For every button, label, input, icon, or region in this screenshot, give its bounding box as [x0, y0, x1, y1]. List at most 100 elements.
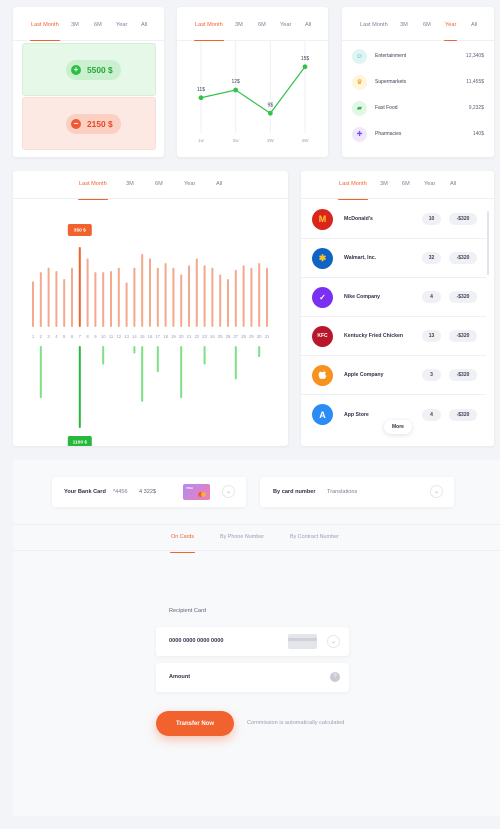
tab-by-contract-number[interactable]: By Contract Number — [290, 534, 339, 540]
tab-year[interactable]: Year — [116, 22, 128, 28]
tab-year[interactable]: Year — [424, 181, 436, 187]
tab-3m[interactable]: 3M — [380, 181, 388, 187]
tab-last-month[interactable]: Last Month — [30, 22, 60, 41]
top-tooltip — [67, 224, 92, 236]
income-bar[interactable] — [141, 346, 144, 402]
expense-bar[interactable] — [242, 265, 245, 327]
transfer-section: Your Bank Card *4456 4 322$ VISA ⌄ By ca… — [13, 460, 500, 816]
data-point[interactable] — [198, 95, 204, 101]
trend-line-chart: 11$ 1w 12$ 2w 9$ 3W 15$ 4W — [197, 41, 309, 143]
expense-bar[interactable] — [102, 272, 105, 327]
expense-bar[interactable] — [164, 263, 167, 327]
card-number-field[interactable]: 0000 0000 0000 0000 ⌄ — [156, 627, 349, 656]
tab-all[interactable]: All — [216, 181, 223, 187]
tab-6m[interactable]: 6M — [155, 181, 163, 187]
tab-year[interactable]: Year — [280, 22, 292, 28]
data-point[interactable] — [267, 110, 273, 116]
income-bar[interactable] — [78, 346, 81, 428]
tab-3m[interactable]: 3M — [71, 22, 79, 28]
merchant-row[interactable]: ✱ Walmart, Inc. 32 -$320 — [301, 239, 486, 278]
category-row[interactable]: ☺ Entertainment 12,340$ — [352, 48, 484, 64]
chevron-down-icon[interactable]: ⌄ — [222, 485, 235, 498]
bank-card-selector[interactable]: Your Bank Card *4456 4 322$ VISA ⌄ — [52, 477, 246, 507]
expense-bar[interactable] — [71, 267, 73, 327]
tab-year[interactable]: Year — [443, 22, 458, 41]
tab-3m[interactable]: 3M — [126, 181, 134, 187]
expense-bar[interactable] — [250, 267, 253, 327]
tab-3m[interactable]: 3M — [400, 22, 408, 28]
expense-bar[interactable] — [55, 271, 58, 327]
tab-all[interactable]: All — [471, 22, 478, 28]
chevron-down-icon[interactable]: ⌄ — [430, 485, 443, 498]
expense-bar[interactable] — [234, 269, 237, 327]
merchant-count: 3 — [422, 369, 441, 381]
expense-bar[interactable] — [110, 271, 112, 327]
expense-bar[interactable] — [188, 265, 190, 327]
expense-bar[interactable] — [156, 267, 159, 327]
expense-bar[interactable] — [211, 267, 214, 327]
tab-last-month[interactable]: Last Month — [194, 22, 224, 41]
amount-field[interactable]: Amount ? — [156, 663, 349, 692]
income-bar[interactable] — [102, 346, 105, 365]
merchant-row[interactable]: KFC Kentucky Fried Chicken 13 -$320 — [301, 317, 486, 356]
merchant-row[interactable]: M McDonald's 10 -$320 — [301, 200, 486, 239]
expense-bar[interactable] — [78, 247, 81, 327]
expense-bar[interactable] — [180, 274, 183, 327]
expense-bar[interactable] — [133, 267, 136, 327]
merchant-row[interactable]: A App Store 4 -$320 — [301, 395, 486, 434]
tab-by-phone-number[interactable]: By Phone Number — [220, 534, 265, 540]
help-icon[interactable]: ? — [330, 672, 340, 682]
chevron-down-icon[interactable]: ⌄ — [327, 635, 340, 648]
data-point[interactable] — [233, 87, 239, 93]
expense-bar[interactable] — [63, 279, 66, 327]
data-point[interactable] — [302, 64, 308, 70]
tab-all[interactable]: All — [141, 22, 148, 28]
income-bar[interactable] — [180, 346, 183, 399]
tab-all[interactable]: All — [450, 181, 457, 187]
tab-all[interactable]: All — [305, 22, 312, 28]
merchant-row[interactable]: Apple Company 3 -$320 — [301, 356, 486, 395]
expense-bar[interactable] — [39, 272, 42, 327]
category-row[interactable]: ✚ Pharmacies 140$ — [352, 126, 484, 142]
expense-bar[interactable] — [32, 281, 34, 327]
merchant-row[interactable]: ✓ Nike Company 4 -$320 — [301, 278, 486, 317]
transfer-now-button[interactable]: Transfer Now — [156, 711, 234, 736]
tab-year[interactable]: Year — [184, 181, 196, 187]
tab-last-month[interactable]: Last Month — [78, 181, 108, 200]
scrollbar[interactable] — [487, 211, 489, 275]
expense-bar[interactable] — [86, 258, 89, 327]
more-button[interactable]: More — [384, 420, 412, 434]
expense-bar[interactable] — [203, 265, 206, 327]
tab-3m[interactable]: 3M — [235, 22, 243, 28]
expense-bar[interactable] — [172, 267, 175, 327]
expense-bar[interactable] — [258, 263, 261, 327]
expense-bar[interactable] — [219, 274, 222, 327]
expense-amount: 2150 $ — [87, 119, 113, 129]
expense-bar[interactable] — [149, 258, 151, 327]
income-bar[interactable] — [203, 346, 206, 365]
expense-bar[interactable] — [117, 267, 120, 327]
expense-bar[interactable] — [227, 279, 229, 327]
tab-6m[interactable]: 6M — [258, 22, 266, 28]
income-bar[interactable] — [133, 346, 136, 354]
income-bar[interactable] — [234, 346, 237, 380]
income-bar[interactable] — [156, 346, 159, 373]
tab-last-month[interactable]: Last Month — [360, 22, 388, 28]
category-row[interactable]: ♛ Supermarkets 11,455$ — [352, 74, 484, 90]
expense-bar[interactable] — [125, 282, 128, 327]
expense-bar[interactable] — [266, 267, 268, 327]
expense-bar[interactable] — [141, 253, 144, 327]
tab-last-month[interactable]: Last Month — [338, 181, 368, 200]
merchant-name: Walmart, Inc. — [344, 255, 377, 261]
tab-6m[interactable]: 6M — [402, 181, 410, 187]
tab-on-cards[interactable]: On Cards — [169, 534, 196, 553]
income-bar[interactable] — [258, 346, 261, 358]
tab-6m[interactable]: 6M — [423, 22, 431, 28]
expense-bar[interactable] — [195, 258, 198, 327]
expense-bar[interactable] — [47, 267, 50, 327]
category-row[interactable]: ▰ Fast Food 9,232$ — [352, 100, 484, 116]
tab-6m[interactable]: 6M — [94, 22, 102, 28]
expense-bar[interactable] — [94, 272, 97, 327]
transfer-type-selector[interactable]: By card number Translations ⌄ — [260, 477, 454, 507]
income-bar[interactable] — [39, 346, 42, 399]
